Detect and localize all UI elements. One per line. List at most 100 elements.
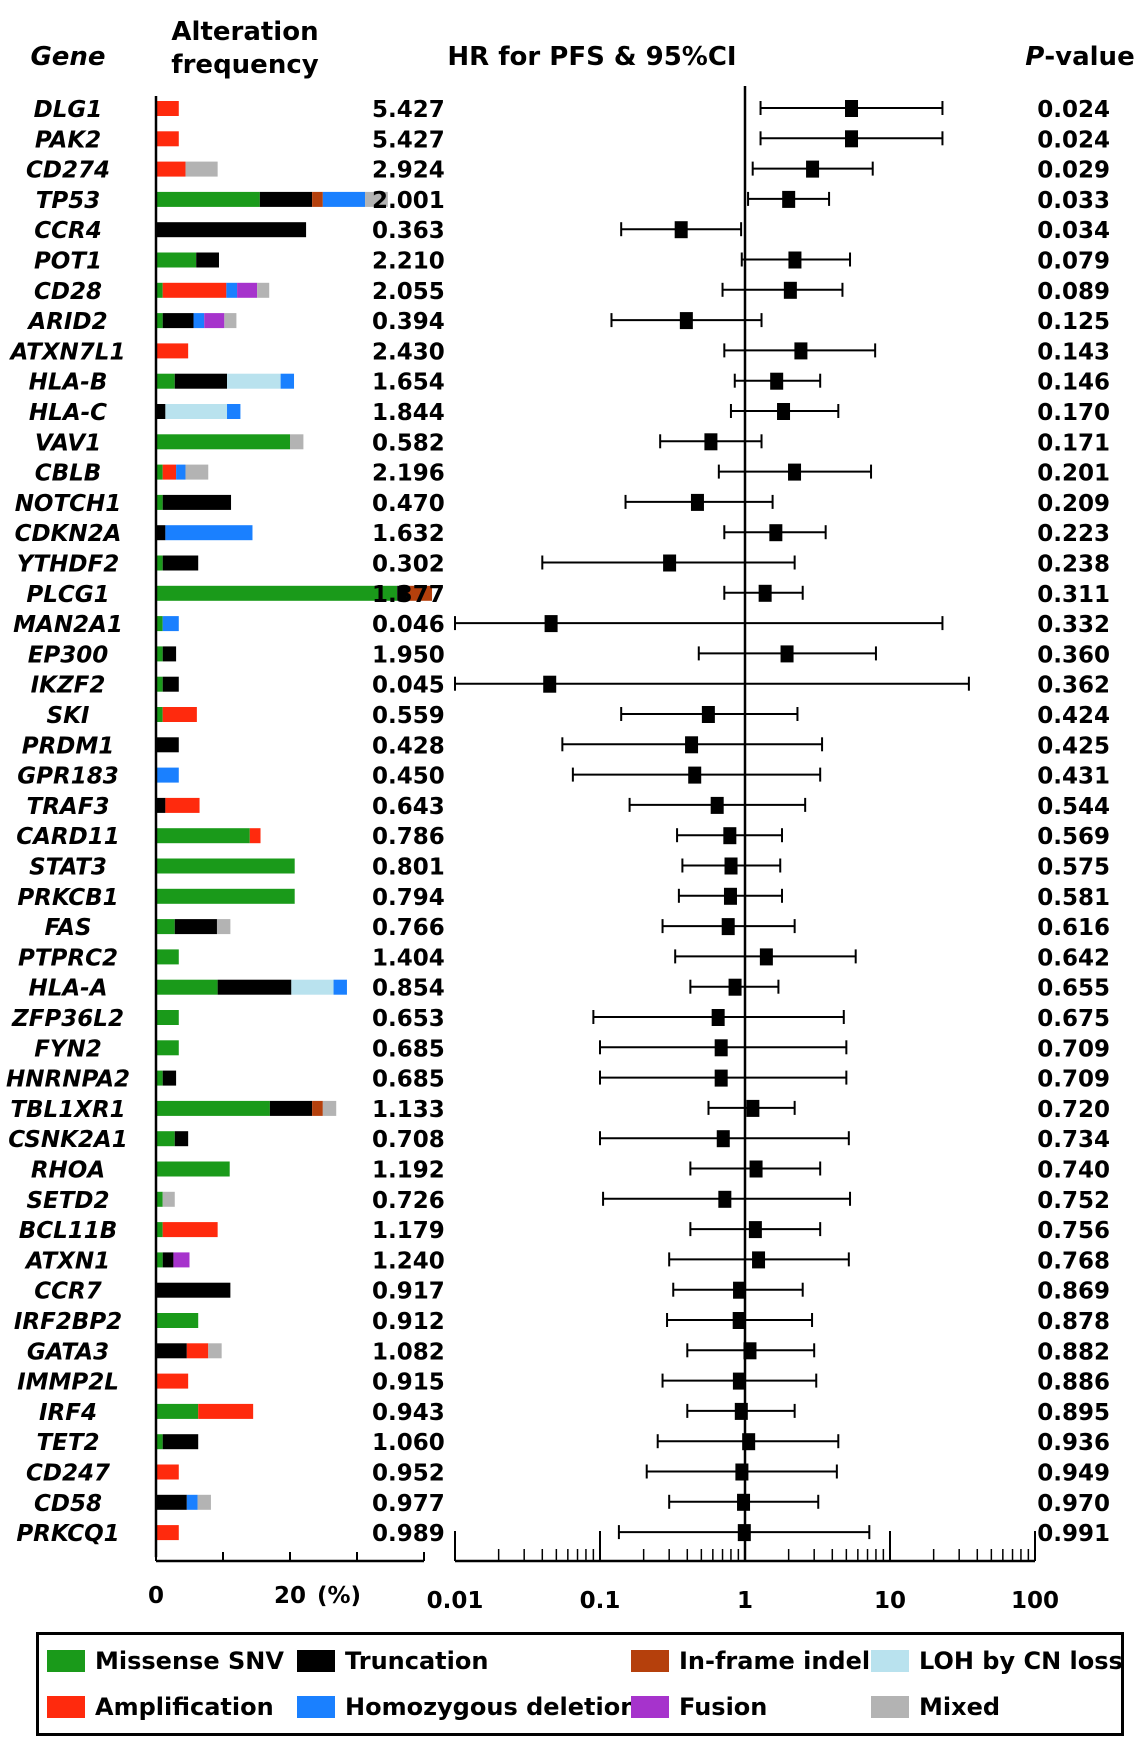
gene-label-setd2: SETD2 [26,1188,109,1214]
p-value-tet2: 0.936 [1037,1430,1110,1456]
bar-arid2-missense [156,313,163,329]
legend-item-missense: Missense SNV [47,1647,284,1675]
bar-tbl1xr1-truncation [269,1100,313,1116]
hr-marker-vav1 [704,433,718,451]
bar-ccr4-truncation [156,222,307,238]
pvalue-header-italic: P [1025,42,1044,72]
hr-value-vav1: 0.582 [372,430,445,456]
forest-axis-label-0-01: 0.01 [427,1588,484,1614]
bar-bcl11b-amplification [162,1222,218,1238]
gene-label-atxn1: ATXN1 [24,1248,110,1274]
bar-immp2l-amplification [156,1373,189,1389]
hr-value-hla-a: 0.854 [372,976,445,1002]
bar-hla-a-truncation [217,979,292,995]
bar-ptprc2-missense [156,949,179,965]
bar-card11-amplification [249,828,261,844]
legend-swatch-missense [47,1650,85,1672]
bar-gata3-truncation [156,1343,187,1359]
hr-value-tet2: 1.060 [372,1430,445,1456]
hr-marker-ccr4 [674,221,688,239]
bar-cblb-missense [156,464,163,480]
bar-hla-c-homdel [227,404,241,419]
bar-card11-missense [156,828,250,844]
bar-ythdf2-truncation [162,555,199,571]
gene-header: Gene [30,42,105,72]
p-value-cd247: 0.949 [1037,1461,1110,1487]
hr-marker-tbl1xr1 [746,1099,760,1117]
gene-label-man2a1: MAN2A1 [13,612,123,638]
gene-label-prkcq1: PRKCQ1 [16,1521,119,1547]
bar-atxn1-missense [156,1252,163,1268]
p-value-ikzf2: 0.362 [1037,673,1110,699]
bar-hla-a-homdel [333,979,347,995]
p-value-ep300: 0.360 [1037,642,1110,668]
gene-label-prdm1: PRDM1 [22,733,115,759]
bar-cd274-amplification [156,161,186,177]
hr-marker-immp2l [732,1372,746,1390]
hr-value-prkcq1: 0.989 [372,1521,445,1547]
bar-cblb-amplification [162,464,177,480]
forest-plot [454,100,970,1542]
hr-value-tbl1xr1: 1.133 [372,1097,445,1123]
p-value-traf3: 0.544 [1037,794,1110,820]
p-value-hla-c: 0.170 [1037,400,1110,426]
bar-gata3-amplification [186,1343,209,1359]
bar-plcg1-inframe [406,585,433,601]
bar-prkcb1-missense [156,888,295,904]
gene-label-ccr7: CCR7 [34,1279,101,1305]
hr-value-cd58: 0.977 [372,1491,445,1517]
hr-value-plcg1: 1.377 [372,582,445,608]
hr-marker-cd247 [735,1463,749,1481]
hr-marker-hnrnpa2 [714,1069,728,1087]
bar-ikzf2-truncation [162,676,179,692]
legend-label-truncation: Truncation [345,1647,489,1675]
bar-setd2-mixed [162,1191,175,1207]
legend-label-mixed: Mixed [919,1693,1001,1721]
hr-value-fyn2: 0.685 [372,1036,445,1062]
hr-value-ski: 0.559 [372,703,445,729]
hr-value-cd247: 0.952 [372,1461,445,1487]
legend-swatch-truncation [297,1650,335,1672]
bar-hla-a-loh [291,979,334,995]
hr-value-cd274: 2.924 [372,158,445,184]
bar-pot1-missense [156,252,197,268]
gene-label-cblb: CBLB [35,461,102,487]
p-value-rhoa: 0.740 [1037,1158,1110,1184]
bar-cdkn2a-truncation [156,525,166,541]
legend-item-amplification: Amplification [47,1693,274,1721]
legend-item-fusion: Fusion [631,1693,767,1721]
pvalue-header-rest: -value [1044,42,1134,72]
bar-arid2-fusion [204,313,225,329]
bar-cblb-homdel [176,464,186,480]
legend-swatch-fusion [631,1696,669,1718]
hr-value-hla-c: 1.844 [372,400,445,426]
hr-value-csnk2a1: 0.708 [372,1127,445,1153]
bar-ep300-truncation [162,646,177,662]
bar-irf4-amplification [198,1403,254,1419]
p-value-hla-a: 0.655 [1037,976,1110,1002]
bar-notch1-truncation [162,494,232,510]
hr-marker-fas [721,918,735,936]
hr-marker-plcg1 [758,584,772,602]
gene-label-pot1: POT1 [34,249,102,275]
p-value-ccr4: 0.034 [1037,218,1110,244]
bar-cd274-mixed [185,161,218,177]
gene-label-hla-b: HLA-B [29,370,108,396]
gene-label-ep300: EP300 [28,642,109,668]
hr-marker-hla-b [770,372,784,390]
bar-hla-b-loh [227,373,281,389]
gene-label-ski: SKI [47,703,90,729]
hr-marker-cd28 [783,281,797,299]
hr-value-cd28: 2.055 [372,279,445,305]
bar-tp53-inframe [312,191,323,207]
p-value-card11: 0.569 [1037,824,1110,850]
bar-setd2-missense [156,1191,163,1207]
gene-label-ccr4: CCR4 [34,218,101,244]
bar-tbl1xr1-mixed [322,1100,337,1116]
gene-label-hla-a: HLA-A [28,976,107,1002]
gene-label-cd28: CD28 [34,279,102,305]
legend-label-homdel: Homozygous deletion [345,1693,638,1721]
hr-value-pak2: 5.427 [372,127,445,153]
legend-swatch-homdel [297,1696,335,1718]
hr-value-cdkn2a: 1.632 [372,521,445,547]
